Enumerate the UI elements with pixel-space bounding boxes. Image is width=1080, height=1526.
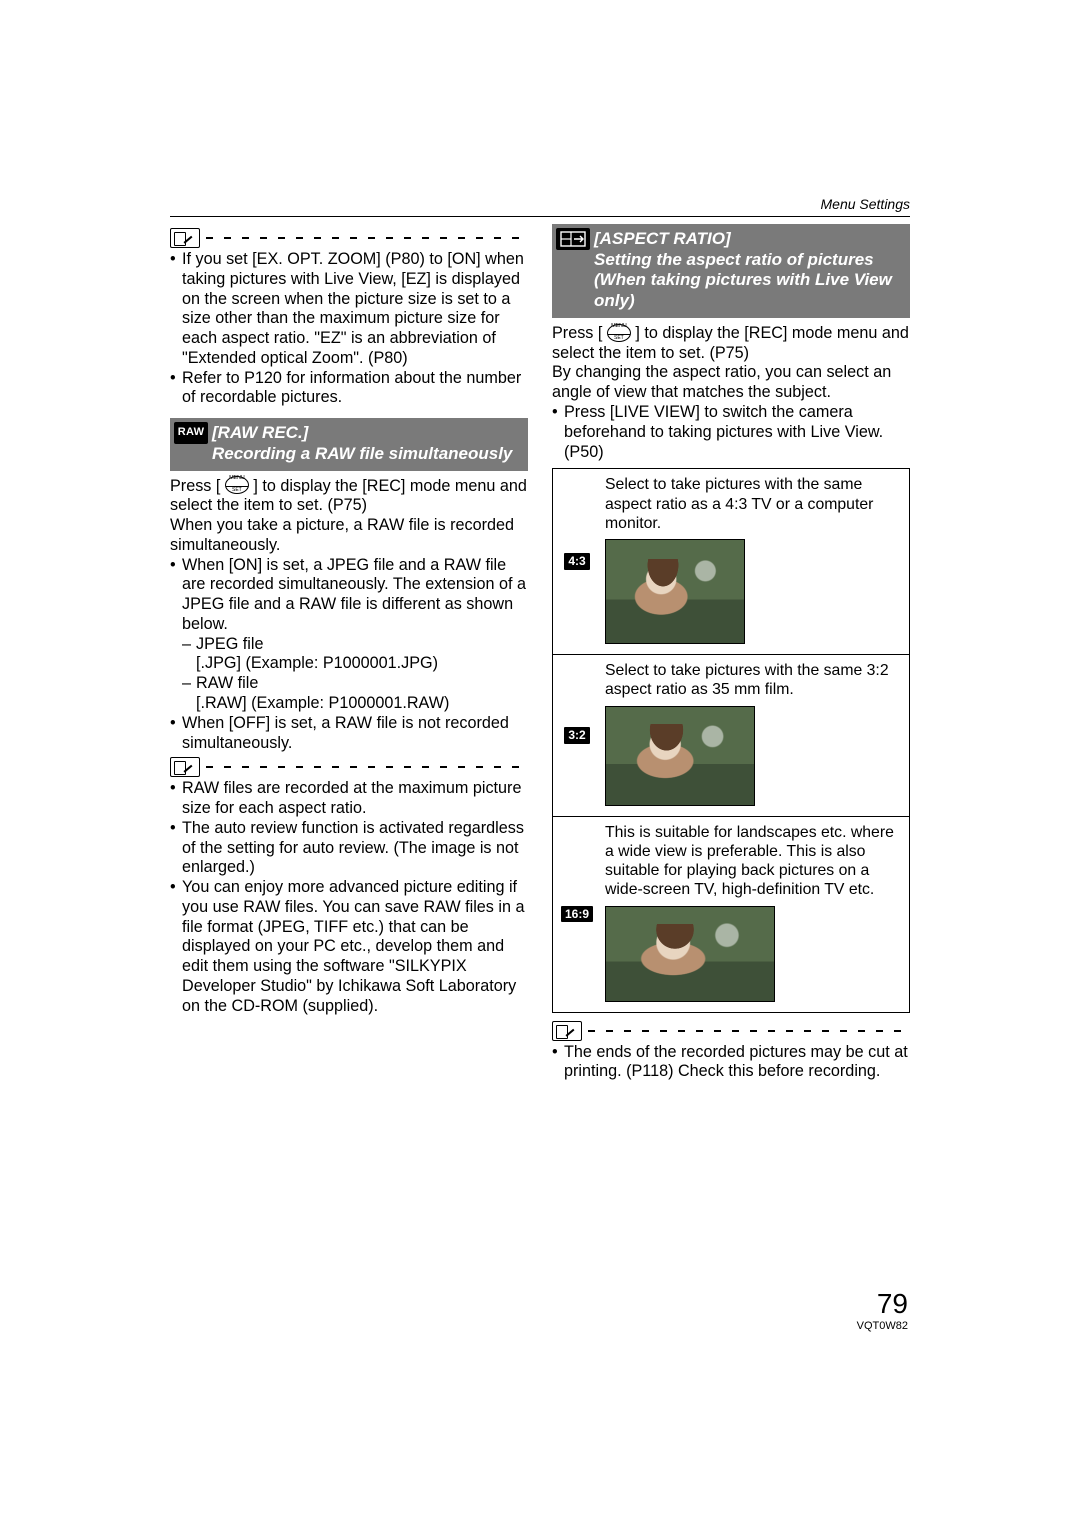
ratio-sample-169 — [605, 906, 775, 1002]
raw-title: [RAW REC.] — [212, 423, 308, 442]
ratio-badge-43: 4:3 — [564, 553, 589, 570]
ratio-sample-43 — [605, 539, 745, 644]
ratio-text-169: This is suitable for landscapes etc. whe… — [605, 823, 903, 900]
note1-bullet1: If you set [EX. OPT. ZOOM] (P80) to [ON]… — [170, 250, 528, 369]
ratio-sample-32 — [605, 706, 755, 806]
document-code: VQT0W82 — [857, 1320, 908, 1332]
ratio-badge-169: 16:9 — [561, 906, 593, 923]
jpeg-example: [.JPG] (Example: P1000001.JPG) — [182, 654, 528, 674]
aspect-ratio-table: 4:3 Select to take pictures with the sam… — [552, 468, 910, 1012]
raw-badge-icon: RAW — [174, 422, 208, 444]
ratio-label-cell: 3:2 — [553, 655, 601, 816]
aspect-subtitle: Setting the aspect ratio of pictures (Wh… — [594, 250, 892, 310]
ratio-text-43: Select to take pictures with the same as… — [605, 475, 903, 533]
ratio-content-43: Select to take pictures with the same as… — [601, 469, 909, 654]
dash-rule — [206, 237, 528, 239]
ratio-content-169: This is suitable for landscapes etc. whe… — [601, 817, 909, 1012]
right-note-bullet1: The ends of the recorded pictures may be… — [552, 1043, 910, 1083]
aspect-bullet1: Press [LIVE VIEW] to switch the camera b… — [552, 403, 910, 462]
ratio-text-32: Select to take pictures with the same 3:… — [605, 661, 903, 700]
page-content: If you set [EX. OPT. ZOOM] (P80) to [ON]… — [170, 210, 910, 1082]
ratio-label-cell: 4:3 — [553, 469, 601, 654]
note1-bullet2: Refer to P120 for information about the … — [170, 369, 528, 409]
note-icon — [552, 1021, 582, 1041]
note-icon — [170, 228, 200, 248]
right-column: [ASPECT RATIO] Setting the aspect ratio … — [552, 224, 910, 1082]
note2-bullet2: The auto review function is activated re… — [170, 819, 528, 878]
ratio-row-43: 4:3 Select to take pictures with the sam… — [553, 469, 909, 654]
menu-set-icon — [225, 476, 249, 494]
ratio-label-cell: 16:9 — [553, 817, 601, 1012]
note-divider-2 — [170, 757, 528, 777]
left-column: If you set [EX. OPT. ZOOM] (P80) to [ON]… — [170, 224, 528, 1082]
aspect-badge-icon — [556, 228, 590, 250]
dash-rule — [206, 766, 528, 768]
note-divider-3 — [552, 1021, 910, 1041]
aspect-intro: Press [ ] to display the [REC] mode menu… — [552, 324, 910, 364]
raw-rec-heading: RAW [RAW REC.] Recording a RAW file simu… — [170, 418, 528, 470]
raw-bullet1: When [ON] is set, a JPEG file and a RAW … — [170, 556, 528, 714]
note2-bullet1: RAW files are recorded at the maximum pi… — [170, 779, 528, 819]
ratio-badge-32: 3:2 — [564, 727, 589, 744]
ratio-content-32: Select to take pictures with the same 3:… — [601, 655, 909, 816]
aspect-intro-a: Press [ — [552, 324, 607, 342]
dash-rule — [588, 1030, 910, 1032]
raw-subtitle: Recording a RAW file simultaneously — [212, 444, 512, 463]
raw-file-label: RAW file — [182, 674, 528, 694]
raw-intro-a: Press [ — [170, 477, 225, 495]
ratio-row-32: 3:2 Select to take pictures with the sam… — [553, 654, 909, 816]
note-divider-1 — [170, 228, 528, 248]
aspect-intro2: By changing the aspect ratio, you can se… — [552, 363, 910, 403]
aspect-title: [ASPECT RATIO] — [594, 229, 731, 248]
note2-bullet3: You can enjoy more advanced picture edit… — [170, 878, 528, 1016]
raw-intro2: When you take a picture, a RAW file is r… — [170, 516, 528, 556]
raw-example: [.RAW] (Example: P1000001.RAW) — [182, 694, 528, 714]
raw-bullet2: When [OFF] is set, a RAW file is not rec… — [170, 714, 528, 754]
jpeg-file-label: JPEG file — [182, 635, 528, 655]
ratio-row-169: 16:9 This is suitable for landscapes etc… — [553, 816, 909, 1012]
raw-b1-text: When [ON] is set, a JPEG file and a RAW … — [182, 556, 526, 633]
raw-intro: Press [ ] to display the [REC] mode menu… — [170, 477, 528, 517]
aspect-ratio-heading: [ASPECT RATIO] Setting the aspect ratio … — [552, 224, 910, 318]
note-icon — [170, 757, 200, 777]
page-number: 79 — [877, 1288, 908, 1320]
menu-set-icon — [607, 324, 631, 342]
